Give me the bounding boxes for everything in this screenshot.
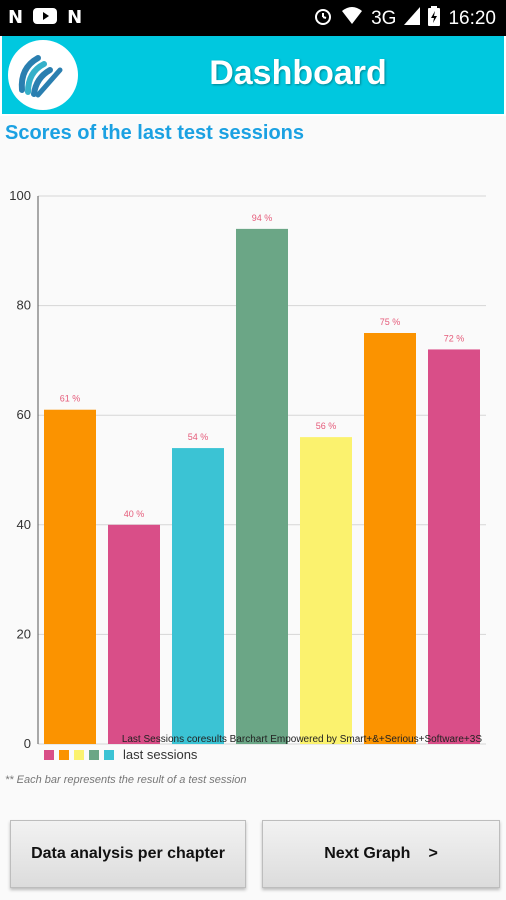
bar <box>44 409 96 744</box>
app-logo[interactable] <box>8 40 78 110</box>
legend-swatch <box>104 749 114 760</box>
network-type: 3G <box>371 8 397 29</box>
footnote: ** Each bar represents the result of a t… <box>5 774 247 786</box>
n-notification-icon: N <box>8 7 24 28</box>
bar-value-label: 72 % <box>444 333 465 343</box>
bar <box>428 349 480 744</box>
n-notification-icon: N <box>67 7 83 28</box>
y-tick-label: 20 <box>17 626 31 641</box>
alarm-icon <box>313 6 333 32</box>
bar-value-label: 54 % <box>188 432 209 442</box>
legend-swatch <box>74 749 84 760</box>
bar-value-label: 75 % <box>380 317 401 327</box>
wifi-icon <box>341 7 363 31</box>
chart-description: Last Sessions coresults Barchart Empower… <box>122 734 483 745</box>
y-tick-label: 100 <box>9 188 31 203</box>
bar <box>364 333 416 744</box>
bar-value-label: 61 % <box>60 394 81 404</box>
youtube-icon <box>33 7 58 30</box>
y-tick-label: 0 <box>24 736 31 751</box>
legend-swatch <box>59 749 69 760</box>
button-label: Data analysis per chapter <box>31 845 225 862</box>
legend-label: last sessions <box>123 747 198 762</box>
app-bar: Dashboard <box>0 36 506 116</box>
bar-value-label: 56 % <box>316 421 337 431</box>
bar <box>300 437 352 744</box>
bar <box>172 448 224 744</box>
signal-icon <box>404 7 421 31</box>
next-graph-button[interactable]: Next Graph > <box>262 820 500 888</box>
legend-swatch <box>44 749 54 760</box>
bar-value-label: 40 % <box>124 509 145 519</box>
chevron-right-icon: > <box>428 845 438 862</box>
y-tick-label: 40 <box>17 517 31 532</box>
bar-value-label: 94 % <box>252 213 273 223</box>
data-analysis-per-chapter-button[interactable]: Data analysis per chapter <box>10 820 246 888</box>
button-label: Next Graph <box>324 845 411 862</box>
chart-legend: last sessions <box>44 747 197 762</box>
legend-swatch <box>89 749 99 760</box>
y-tick-label: 80 <box>17 298 31 313</box>
bar-chart: 0 20 40 60 80 100 61 % 40 % 54 % 94 % 56 % 75 % 72 %… <box>9 188 486 751</box>
battery-icon <box>428 6 441 32</box>
y-tick-label: 60 <box>17 407 31 422</box>
bar <box>108 524 160 744</box>
page-title: Dashboard <box>209 54 387 92</box>
clock: 16:20 <box>448 8 496 29</box>
section-title: Scores of the last test sessions <box>5 122 305 144</box>
status-bar: N N 3G 16:20 <box>0 0 506 36</box>
bar <box>236 228 288 744</box>
